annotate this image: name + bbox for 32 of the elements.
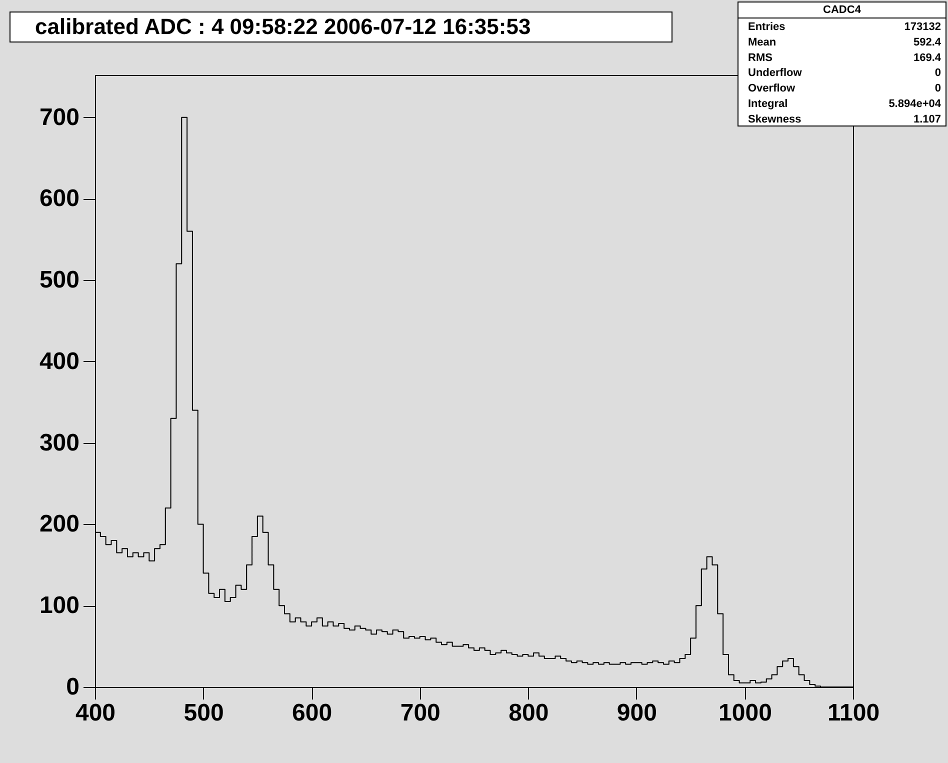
text: RMS bbox=[748, 52, 772, 64]
text: 5.894e+04 bbox=[888, 98, 942, 110]
y-tick-label: 500 bbox=[39, 266, 80, 294]
text: 173132 bbox=[904, 21, 941, 33]
text: 0 bbox=[934, 82, 941, 95]
text: 592.4 bbox=[913, 36, 942, 48]
text: 169.4 bbox=[913, 52, 942, 64]
x-tick-label: 1100 bbox=[827, 700, 880, 726]
text: CADC4 bbox=[823, 4, 862, 16]
text: Entries bbox=[748, 21, 786, 33]
y-tick-label: 400 bbox=[39, 348, 80, 375]
y-tick-label: 300 bbox=[39, 429, 80, 456]
text: 0 bbox=[934, 67, 941, 80]
annotation: Overflow bbox=[748, 82, 796, 95]
x-tick-label: 700 bbox=[400, 700, 440, 726]
annotation: Skewness bbox=[748, 113, 802, 126]
x-tick-label: 900 bbox=[616, 700, 657, 726]
x-tick-label: 400 bbox=[75, 700, 116, 726]
annotation: Integral bbox=[748, 98, 788, 110]
x-tick-label: 600 bbox=[292, 700, 332, 726]
y-tick-label: 100 bbox=[39, 592, 80, 620]
annotation: Underflow bbox=[748, 67, 802, 80]
x-tick-label: 500 bbox=[184, 700, 224, 726]
y-tick-label: 700 bbox=[39, 104, 80, 131]
y-tick-label: 0 bbox=[66, 674, 80, 700]
text: 1.107 bbox=[913, 113, 941, 126]
y-tick-label: 600 bbox=[39, 185, 80, 212]
x-tick-label: 800 bbox=[508, 700, 549, 726]
text: Mean bbox=[748, 36, 776, 48]
x-tick-label: 1000 bbox=[718, 700, 772, 726]
chart-title: calibrated ADC : 4 09:58:22 2006-07-12 16:35:53 bbox=[35, 14, 531, 39]
y-tick-label: 200 bbox=[39, 510, 80, 538]
